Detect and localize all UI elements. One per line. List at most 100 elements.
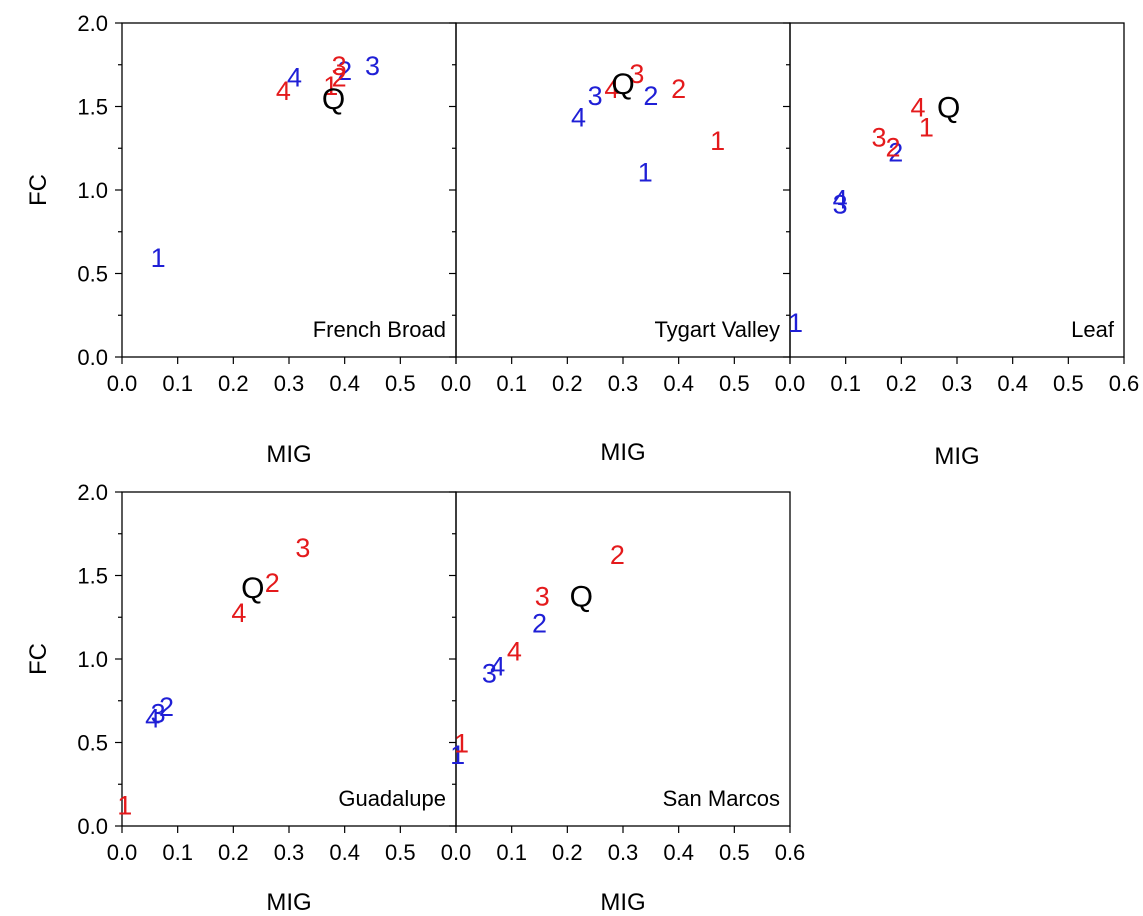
y-tick-label: 0.0 <box>77 345 108 370</box>
panel-title: Leaf <box>1071 317 1115 342</box>
data-point-red-3: 3 <box>332 51 347 81</box>
x-tick-label: 0.1 <box>162 371 193 396</box>
x-tick-label: 0.6 <box>1109 371 1140 396</box>
data-point-red-1: 1 <box>117 790 132 820</box>
data-point-blue-2: 2 <box>159 692 174 722</box>
x-tick-label: 0.2 <box>218 371 249 396</box>
x-tick-label: 0.0 <box>107 840 138 865</box>
x-tick-label: 0.0 <box>441 840 472 865</box>
data-point-black-q: Q <box>322 83 345 116</box>
data-point-red-3: 3 <box>295 533 310 563</box>
data-point-blue-1: 1 <box>151 243 166 273</box>
y-tick-label: 2.0 <box>77 480 108 505</box>
data-point-red-1: 1 <box>323 71 338 101</box>
x-tick-label: 0.6 <box>775 840 806 865</box>
x-axis-title: MIG <box>934 443 979 470</box>
x-axis-title: MIG <box>600 439 645 466</box>
panel-4: 0.0 0.1 0.2 0.3 0.4 0.5 0.0 0.5 1.0 1.5 2.0 MIG FC Gu… <box>25 480 457 916</box>
data-point-blue-1: 1 <box>788 308 803 338</box>
data-point-black-q: Q <box>937 92 960 125</box>
data-point-blue-4: 4 <box>833 184 848 214</box>
y-tick-label: 0.5 <box>77 262 108 287</box>
x-tick-label: 0.1 <box>496 371 527 396</box>
data-point-red-3: 3 <box>872 123 887 153</box>
x-tick-label: 0.5 <box>719 371 750 396</box>
x-tick-label: 0.1 <box>496 840 527 865</box>
data-point-red-4: 4 <box>231 598 246 628</box>
y-tick-label: 0.0 <box>77 814 108 839</box>
data-point-black-q: Q <box>611 68 634 101</box>
data-point-blue-2: 2 <box>888 138 903 168</box>
x-tick-label: 0.3 <box>942 371 973 396</box>
x-tick-label: 0.3 <box>608 371 639 396</box>
data-point-red-4: 4 <box>507 637 522 667</box>
x-tick-label: 0.2 <box>886 371 917 396</box>
plot-frame <box>121 491 457 827</box>
panel-1: 0.0 0.1 0.2 0.3 0.4 0.5 0.0 0.5 1.0 1.5 2.0 MIG FC Fr… <box>25 11 457 468</box>
x-tick-label: 0.4 <box>329 840 360 865</box>
y-tick-label: 1.0 <box>77 178 108 203</box>
x-tick-label: 0.5 <box>385 840 416 865</box>
data-point-red-2: 2 <box>671 74 686 104</box>
data-point-red-2: 2 <box>265 568 280 598</box>
data-point-red-2: 2 <box>610 540 625 570</box>
x-tick-label: 0.5 <box>719 840 750 865</box>
x-axis-title: MIG <box>600 889 645 916</box>
x-tick-label: 0.4 <box>663 371 694 396</box>
x-tick-label: 0.3 <box>274 840 305 865</box>
y-axis-title: FC <box>25 174 52 206</box>
data-point-red-3: 3 <box>629 59 644 89</box>
data-point-blue-4: 4 <box>490 652 505 682</box>
data-point-blue-3: 3 <box>365 51 380 81</box>
panel-title: San Marcos <box>663 786 780 811</box>
x-tick-label: 0.5 <box>1053 371 1084 396</box>
x-tick-label: 0.1 <box>162 840 193 865</box>
data-point-red-4: 4 <box>276 76 291 106</box>
panel-title: French Broad <box>313 317 446 342</box>
x-tick-label: 0.4 <box>663 840 694 865</box>
data-point-black-q: Q <box>570 581 593 614</box>
x-tick-label: 0.0 <box>775 371 806 396</box>
y-tick-label: 1.5 <box>77 95 108 120</box>
data-point-red-2: 2 <box>885 133 900 163</box>
data-point-red-1: 1 <box>710 126 725 156</box>
x-tick-label: 0.2 <box>552 840 583 865</box>
x-tick-label: 0.1 <box>830 371 861 396</box>
panel-title: Guadalupe <box>338 786 446 811</box>
x-tick-label: 0.2 <box>552 371 583 396</box>
data-point-blue-2: 2 <box>643 81 658 111</box>
x-tick-label: 0.4 <box>997 371 1028 396</box>
panel-title: Tygart Valley <box>654 317 780 342</box>
data-point-blue-3: 3 <box>151 698 166 728</box>
data-point-blue-2: 2 <box>337 56 352 86</box>
x-axis-title: MIG <box>266 441 311 468</box>
data-point-blue-3: 3 <box>482 658 497 688</box>
data-point-blue-3: 3 <box>833 189 848 219</box>
y-tick-label: 0.5 <box>77 731 108 756</box>
data-point-red-1: 1 <box>919 113 934 143</box>
x-tick-label: 0.0 <box>107 371 138 396</box>
x-axis-title: MIG <box>266 889 311 916</box>
data-point-blue-4: 4 <box>571 103 586 133</box>
x-tick-label: 0.4 <box>329 371 360 396</box>
data-point-red-4: 4 <box>604 74 619 104</box>
data-point-blue-4: 4 <box>287 62 302 92</box>
data-point-blue-4: 4 <box>145 703 160 733</box>
y-tick-label: 1.5 <box>77 564 108 589</box>
data-point-red-1: 1 <box>454 729 469 759</box>
x-tick-label: 0.3 <box>608 840 639 865</box>
data-point-blue-1: 1 <box>638 158 653 188</box>
y-tick-label: 2.0 <box>77 11 108 36</box>
data-point-blue-3: 3 <box>588 81 603 111</box>
data-point-red-3: 3 <box>535 582 550 612</box>
y-axis-title: FC <box>25 643 52 675</box>
data-point-black-q: Q <box>241 572 264 605</box>
data-point-blue-2: 2 <box>532 608 547 638</box>
x-tick-label: 0.3 <box>274 371 305 396</box>
y-tick-label: 1.0 <box>77 647 108 672</box>
data-point-blue-1: 1 <box>450 740 465 770</box>
data-point-red-4: 4 <box>911 93 926 123</box>
